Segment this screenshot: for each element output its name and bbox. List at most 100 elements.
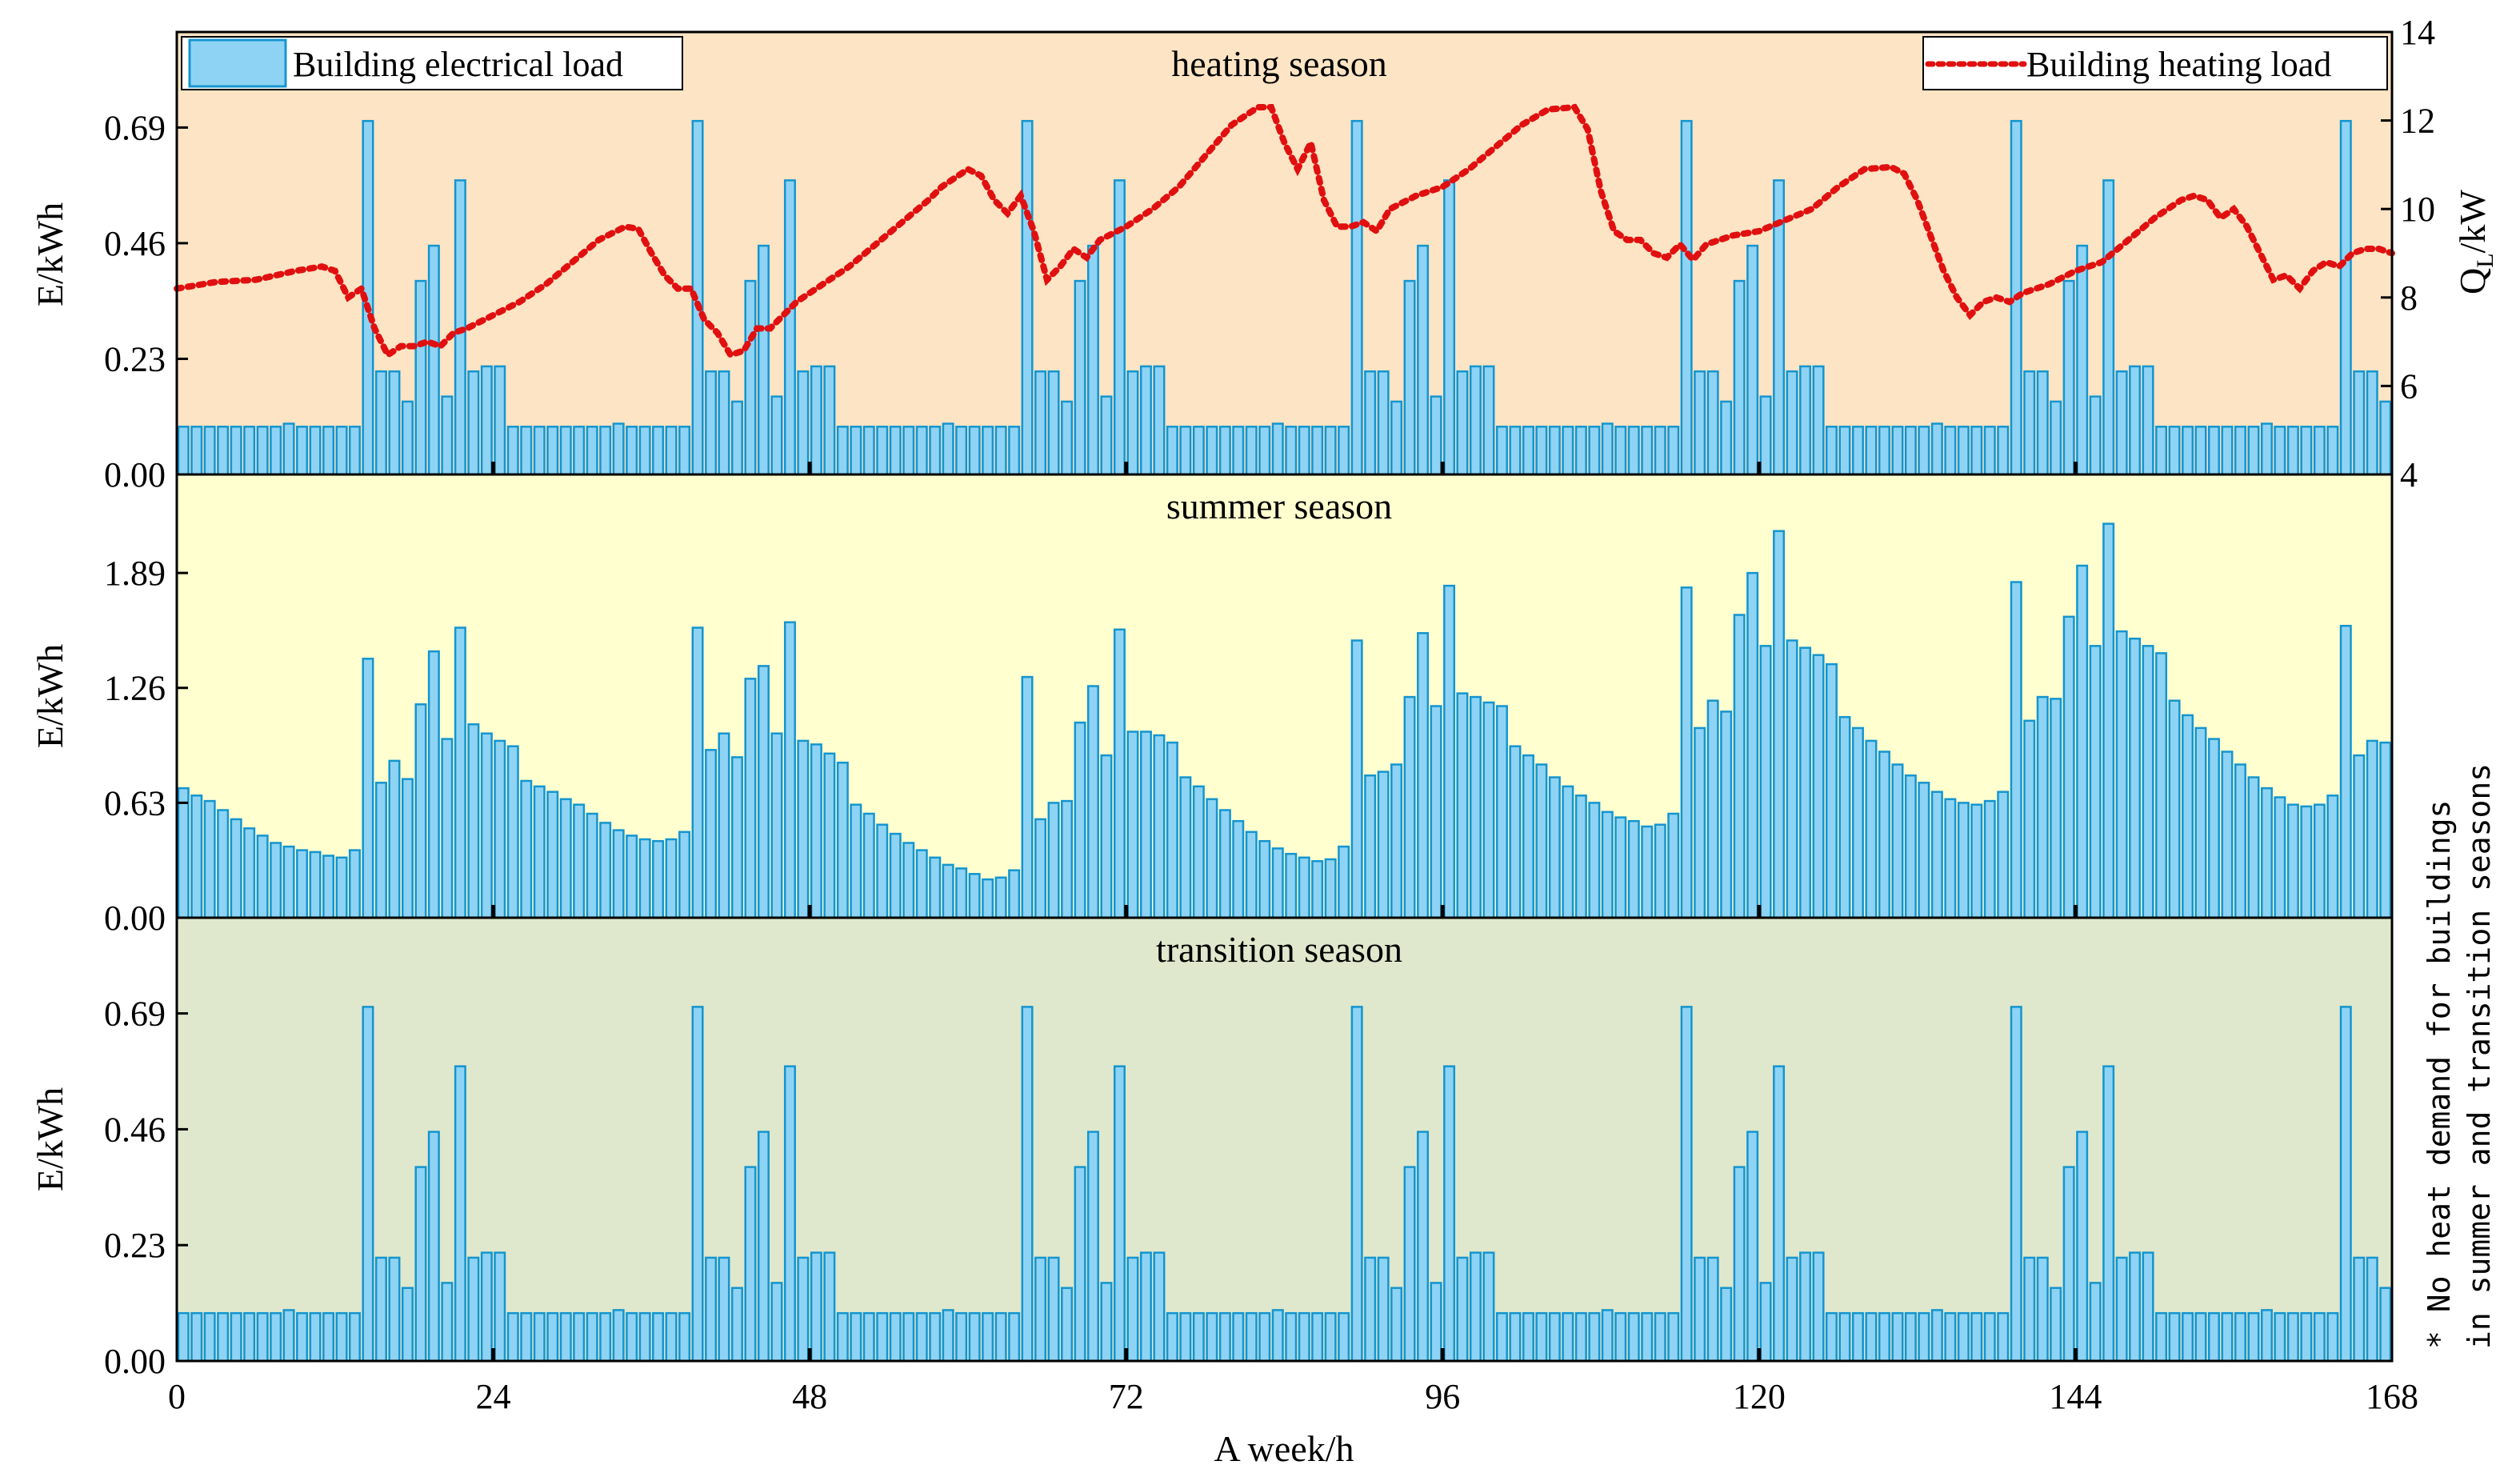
heating-bar — [968, 426, 981, 476]
transition-bar — [1390, 1287, 1403, 1363]
summer-bar — [1970, 803, 1983, 919]
transition-bar — [1588, 1311, 1601, 1363]
heating-bar — [296, 426, 309, 476]
transition-bar — [1851, 1311, 1864, 1363]
summer-bar — [494, 739, 506, 919]
transition-bar — [955, 1311, 968, 1363]
heating-bar — [1245, 426, 1258, 476]
transition-bar — [836, 1311, 849, 1363]
heating-bar — [1799, 365, 1812, 476]
heating-bar — [573, 426, 586, 476]
transition-bar — [2036, 1256, 2049, 1363]
summer-bar — [1588, 802, 1601, 919]
heating-y-tick-label: 0.23 — [104, 339, 166, 378]
heating-bar — [1891, 426, 1904, 476]
heating-load-axis-label: QL/kW — [2452, 190, 2498, 294]
transition-bar — [2182, 1311, 2194, 1363]
heating-bar — [929, 426, 942, 476]
summer-bar — [1601, 811, 1614, 919]
transition-bar — [902, 1311, 915, 1363]
heating-bar — [1667, 426, 1680, 476]
transition-bar — [1258, 1311, 1271, 1363]
heating-bar — [1074, 279, 1086, 476]
transition-bar — [1232, 1311, 1245, 1363]
summer-bar — [823, 752, 836, 919]
transition-bar — [1997, 1311, 2010, 1363]
summer-bar — [177, 787, 190, 919]
summer-bar — [1377, 771, 1390, 919]
heating-bar — [1482, 365, 1495, 476]
heating-bar — [994, 426, 1007, 476]
transition-bar — [915, 1311, 928, 1363]
summer-y-tick-label: 0.00 — [104, 899, 166, 938]
summer-bar — [1008, 869, 1021, 919]
transition-bar — [1443, 1065, 1456, 1363]
heating-bar — [2194, 426, 2207, 476]
transition-y-tick-label: 0.23 — [104, 1226, 166, 1265]
summer-bar — [1535, 763, 1548, 919]
transition-bar — [1034, 1256, 1047, 1363]
summer-y-tick-label: 0.63 — [104, 783, 166, 823]
heating-bar — [1522, 426, 1534, 476]
summer-y-tick-label: 1.89 — [104, 554, 166, 593]
summer-bar — [942, 863, 954, 919]
heating-bar — [1258, 426, 1271, 476]
summer-bar — [1720, 710, 1733, 919]
transition-bar — [757, 1131, 770, 1363]
transition-bar — [1509, 1311, 1522, 1363]
summer-bar — [2247, 776, 2260, 919]
transition-bar — [190, 1311, 203, 1363]
summer-bar — [309, 851, 322, 919]
heating-bar — [1878, 426, 1890, 476]
heating-bar — [1865, 426, 1878, 476]
transition-bar — [1601, 1309, 1614, 1363]
transition-bar — [217, 1311, 230, 1363]
heating-bar — [665, 426, 678, 476]
transition-bar — [309, 1311, 322, 1363]
summer-bar — [190, 795, 203, 919]
summer-bar — [718, 732, 730, 919]
heating-panel-background — [177, 32, 2392, 474]
summer-bar — [533, 785, 546, 919]
transition-bar — [2023, 1256, 2036, 1363]
heating-bar — [230, 426, 242, 476]
heating-bar — [1139, 365, 1152, 476]
heating-bar — [2089, 395, 2102, 476]
heating-bar — [586, 426, 598, 476]
transition-bar — [1983, 1311, 1996, 1363]
heating-bar — [256, 426, 269, 476]
summer-bar — [1904, 774, 1917, 919]
summer-bar — [362, 658, 374, 919]
heating-bar — [626, 426, 638, 476]
transition-bar — [770, 1282, 783, 1363]
transition-bar — [1047, 1256, 1060, 1363]
transition-bar — [401, 1287, 414, 1363]
transition-bar — [2260, 1309, 2273, 1363]
heating-bar — [1706, 370, 1719, 476]
heating-bar — [1997, 426, 2010, 476]
summer-bar — [427, 650, 440, 919]
summer-bar — [1218, 809, 1231, 919]
heating-bar — [1825, 426, 1838, 476]
heating-bar — [2339, 119, 2352, 476]
summer-bar — [2379, 741, 2392, 919]
transition-bar — [665, 1311, 678, 1363]
summer-bar — [599, 822, 612, 919]
heating-bar — [836, 426, 849, 476]
summer-bar — [1443, 584, 1456, 919]
summer-bar — [1403, 695, 1416, 919]
heating-bar — [203, 426, 216, 476]
transition-bar — [612, 1309, 625, 1363]
heating-bar — [190, 426, 203, 476]
transition-bar — [494, 1251, 506, 1363]
summer-bar — [1851, 726, 1864, 919]
summer-bar — [1878, 751, 1890, 919]
heating-bar — [177, 426, 190, 476]
transition-bar — [441, 1282, 454, 1363]
summer-bar — [1983, 799, 1996, 919]
transition-bar — [1153, 1251, 1166, 1363]
heating-load-y-tick-label: 10 — [2400, 190, 2435, 229]
transition-bar — [691, 1006, 704, 1363]
heating-load-y-tick-label: 12 — [2400, 102, 2435, 141]
summer-bar — [2168, 699, 2181, 919]
